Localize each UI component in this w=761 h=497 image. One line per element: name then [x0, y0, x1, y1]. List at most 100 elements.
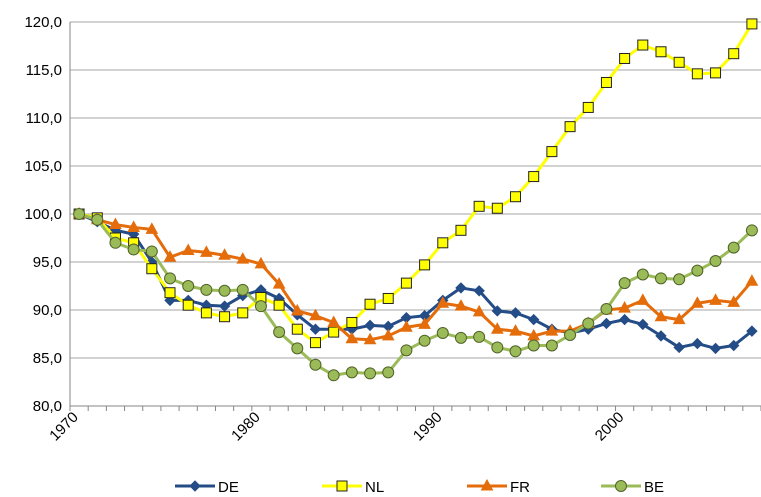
series — [73, 18, 758, 349]
point — [600, 76, 612, 88]
point — [727, 295, 741, 307]
point — [291, 342, 304, 355]
point — [73, 208, 86, 220]
point — [600, 303, 613, 316]
point — [473, 200, 485, 212]
point — [382, 366, 395, 379]
x-tick-label: 1980 — [228, 409, 264, 445]
point — [455, 282, 467, 294]
point — [619, 52, 631, 64]
point — [509, 345, 522, 358]
point — [418, 317, 431, 329]
point — [327, 315, 341, 327]
series-line — [78, 23, 754, 345]
point — [691, 337, 704, 350]
y-tick-label: 80,0 — [33, 398, 62, 415]
legend-marker — [480, 478, 494, 491]
point — [309, 308, 322, 321]
point — [636, 293, 650, 305]
legend-marker — [336, 480, 348, 492]
point — [290, 303, 304, 316]
point — [237, 307, 249, 319]
point — [527, 339, 540, 352]
series — [73, 208, 758, 382]
point — [437, 237, 449, 249]
point — [509, 307, 522, 319]
point — [745, 224, 758, 237]
series-line — [78, 212, 753, 377]
legend-label: NL — [365, 479, 384, 496]
x-tick-label: 2000 — [592, 409, 628, 445]
y-tick-label: 120,0 — [24, 14, 62, 31]
point — [746, 325, 758, 337]
point — [582, 101, 594, 113]
point — [182, 280, 195, 292]
point — [146, 263, 158, 275]
point — [346, 316, 358, 328]
point — [309, 358, 322, 371]
point — [654, 272, 667, 285]
point — [218, 284, 231, 297]
point — [400, 344, 413, 357]
point — [236, 283, 249, 296]
y-tick-label: 95,0 — [33, 254, 62, 271]
point — [454, 299, 468, 311]
point — [673, 273, 686, 286]
point — [309, 323, 322, 335]
y-tick-label: 100,0 — [24, 206, 62, 223]
point — [381, 328, 395, 341]
point — [182, 299, 194, 311]
point — [454, 331, 467, 344]
point — [691, 68, 703, 80]
point — [127, 220, 140, 232]
point — [236, 252, 250, 264]
point — [654, 309, 668, 322]
point — [364, 298, 376, 310]
point — [164, 272, 177, 285]
legend-label: FR — [510, 479, 530, 496]
point — [363, 332, 377, 345]
point — [746, 18, 758, 30]
point — [272, 277, 286, 289]
point — [145, 245, 158, 258]
point — [145, 222, 159, 234]
point — [618, 301, 631, 313]
point — [545, 324, 559, 336]
point — [727, 241, 740, 254]
point — [528, 171, 540, 183]
legend-marker — [615, 480, 627, 492]
legend-label: BE — [644, 479, 664, 496]
point — [473, 285, 485, 297]
point — [728, 339, 740, 352]
point — [200, 245, 213, 257]
point — [600, 317, 613, 330]
point — [127, 243, 140, 256]
point — [564, 121, 576, 133]
point — [745, 274, 759, 286]
point — [655, 330, 667, 342]
point — [709, 293, 722, 305]
point — [345, 331, 359, 344]
point — [254, 300, 267, 313]
point — [200, 283, 213, 296]
point — [709, 255, 722, 268]
point — [709, 342, 722, 355]
point — [200, 307, 212, 319]
point — [273, 299, 285, 311]
point — [254, 256, 268, 269]
point — [618, 277, 631, 290]
point — [710, 67, 722, 79]
point — [309, 337, 321, 349]
point — [636, 268, 649, 281]
point — [109, 217, 122, 230]
point — [673, 56, 685, 68]
legend-marker — [189, 480, 201, 492]
point — [490, 322, 504, 334]
point — [291, 323, 303, 335]
point — [672, 312, 686, 325]
point — [418, 334, 431, 347]
point — [509, 324, 522, 336]
point — [400, 320, 413, 332]
point — [218, 300, 231, 312]
